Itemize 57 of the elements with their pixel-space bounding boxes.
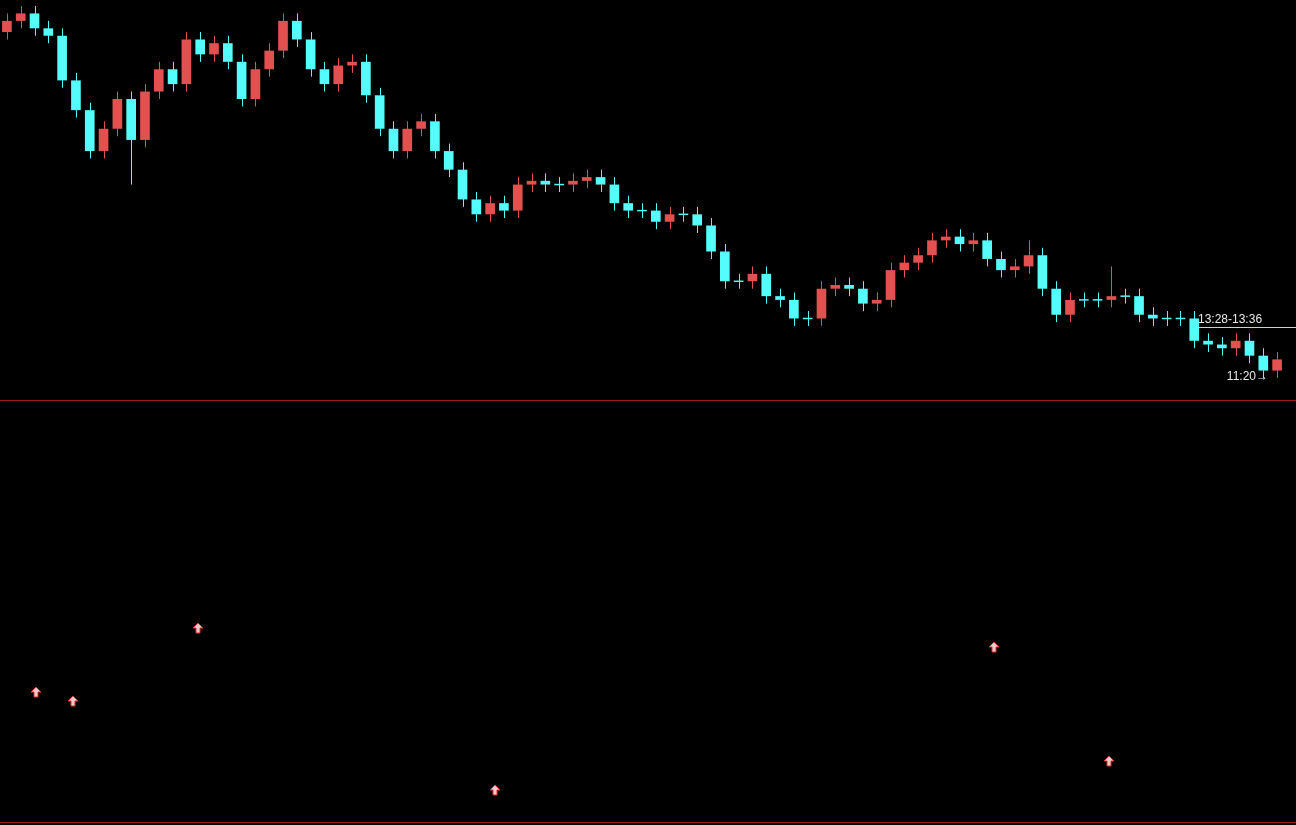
- candlestick: [982, 232, 992, 267]
- candlestick: [319, 61, 330, 93]
- candlestick: [899, 254, 910, 279]
- candlestick: [153, 61, 164, 100]
- candlestick: [2, 12, 12, 40]
- annotation: 11:20→: [1226, 369, 1268, 384]
- candlestick: [775, 288, 785, 308]
- candlestick: [692, 206, 703, 234]
- candlestick: [209, 35, 219, 63]
- candlestick: [830, 277, 841, 297]
- candlestick: [167, 61, 178, 93]
- candlestick: [761, 265, 772, 305]
- candlestick: [858, 280, 868, 312]
- candlestick: [222, 35, 233, 70]
- candlestick: [43, 20, 54, 44]
- candlestick: [1065, 291, 1075, 323]
- candlestick: [581, 169, 592, 189]
- candlestick: [609, 176, 620, 212]
- candlestick: [443, 143, 454, 178]
- candlestick: [1203, 332, 1213, 353]
- candlestick: [623, 195, 634, 219]
- candlestick: [871, 291, 882, 312]
- annotation: 13:28-13:36: [1198, 312, 1263, 327]
- candlestick: [388, 120, 399, 160]
- candlestick: [1009, 258, 1020, 279]
- candlestick: [595, 169, 606, 193]
- candlestick: [540, 172, 551, 193]
- candlestick: [1134, 288, 1144, 323]
- candlestick: [471, 191, 482, 223]
- candlestick: [1189, 310, 1200, 349]
- candlestick: [1230, 332, 1241, 357]
- candlestick: [913, 247, 923, 271]
- candlestick: [996, 251, 1006, 279]
- candlestick: [650, 202, 661, 230]
- candlestick: [526, 172, 537, 193]
- candlestick: [333, 57, 344, 93]
- candlestick: [1106, 265, 1117, 308]
- candlestick: [927, 232, 937, 264]
- candlestick: [568, 172, 578, 193]
- candlestick: [416, 113, 426, 137]
- candlestick: [968, 232, 979, 253]
- candlestick: [499, 195, 509, 219]
- candlestick: [789, 291, 799, 327]
- candlestick: [1023, 239, 1034, 275]
- candlestick: [264, 42, 275, 78]
- candlestick: [347, 53, 357, 74]
- candlestick: [1244, 332, 1255, 364]
- candlestick: [98, 120, 109, 160]
- candlestick: [195, 31, 206, 63]
- candlestick: [664, 206, 675, 230]
- candlestick: [844, 277, 854, 297]
- candlestick: [15, 5, 26, 29]
- candlestick: [402, 120, 413, 160]
- candlestick: [1272, 351, 1282, 379]
- candlestick: [29, 5, 40, 37]
- candlestick: [485, 195, 495, 223]
- candlestick: [292, 12, 302, 48]
